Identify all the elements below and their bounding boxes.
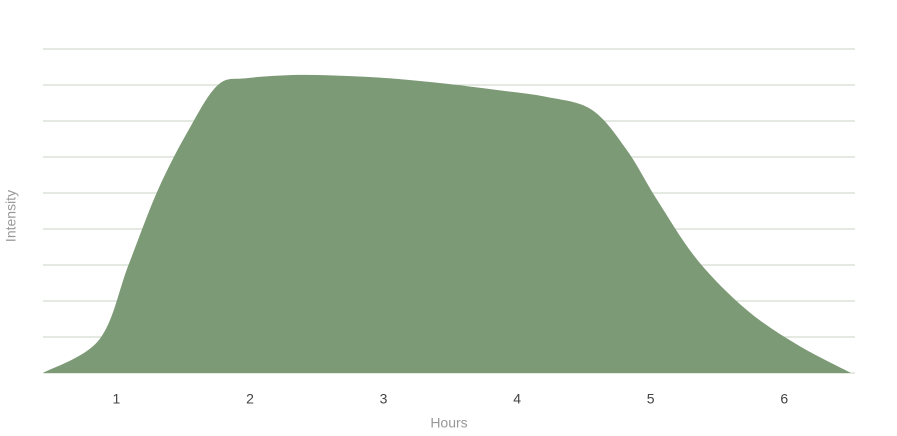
- area: [43, 74, 851, 373]
- y-axis-title: Intensity: [3, 190, 19, 242]
- x-axis-title: Hours: [430, 415, 467, 431]
- x-tick-label: 1: [113, 391, 121, 407]
- x-tick-label: 5: [647, 391, 655, 407]
- x-tick-label: 3: [380, 391, 388, 407]
- x-tick-label: 4: [513, 391, 521, 407]
- x-tick-label: 6: [780, 391, 788, 407]
- x-tick-label: 2: [246, 391, 254, 407]
